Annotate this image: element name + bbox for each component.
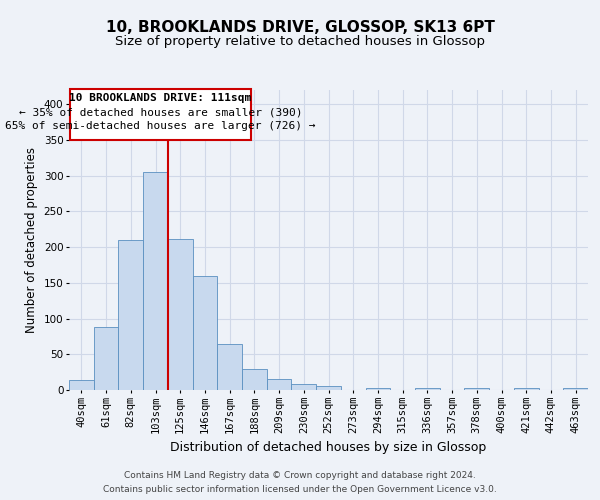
Bar [242,368,267,390]
Bar [193,276,217,390]
Bar [563,388,588,390]
Bar [168,238,193,390]
Bar [69,380,94,390]
Bar [415,388,440,390]
Text: Size of property relative to detached houses in Glossop: Size of property relative to detached ho… [115,34,485,48]
Bar [316,386,341,390]
Bar [514,388,539,390]
Bar [464,388,489,390]
Bar [292,384,316,390]
Y-axis label: Number of detached properties: Number of detached properties [25,147,38,333]
Text: 10 BROOKLANDS DRIVE: 111sqm: 10 BROOKLANDS DRIVE: 111sqm [70,93,251,103]
X-axis label: Distribution of detached houses by size in Glossop: Distribution of detached houses by size … [170,442,487,454]
Text: 65% of semi-detached houses are larger (726) →: 65% of semi-detached houses are larger (… [5,122,316,132]
Bar [143,172,168,390]
Bar [365,388,390,390]
Text: Contains public sector information licensed under the Open Government Licence v3: Contains public sector information licen… [103,484,497,494]
Bar [267,380,292,390]
Text: 10, BROOKLANDS DRIVE, GLOSSOP, SK13 6PT: 10, BROOKLANDS DRIVE, GLOSSOP, SK13 6PT [106,20,494,35]
Text: Contains HM Land Registry data © Crown copyright and database right 2024.: Contains HM Land Registry data © Crown c… [124,472,476,480]
Text: ← 35% of detached houses are smaller (390): ← 35% of detached houses are smaller (39… [19,107,302,117]
FancyBboxPatch shape [70,88,251,140]
Bar [118,240,143,390]
Bar [217,344,242,390]
Bar [94,327,118,390]
